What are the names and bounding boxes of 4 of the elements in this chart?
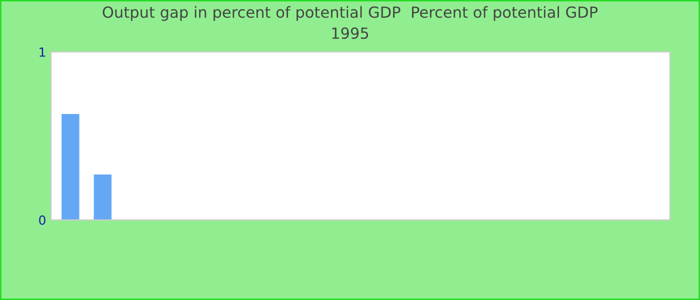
y-tick-label: 1: [40, 48, 46, 57]
y-tick-label: 0: [39, 215, 46, 225]
chart-title: Output gap in percent of potential GDP Percent of potential GDP: [102, 6, 598, 21]
chart-subtitle: 1995: [332, 27, 368, 39]
